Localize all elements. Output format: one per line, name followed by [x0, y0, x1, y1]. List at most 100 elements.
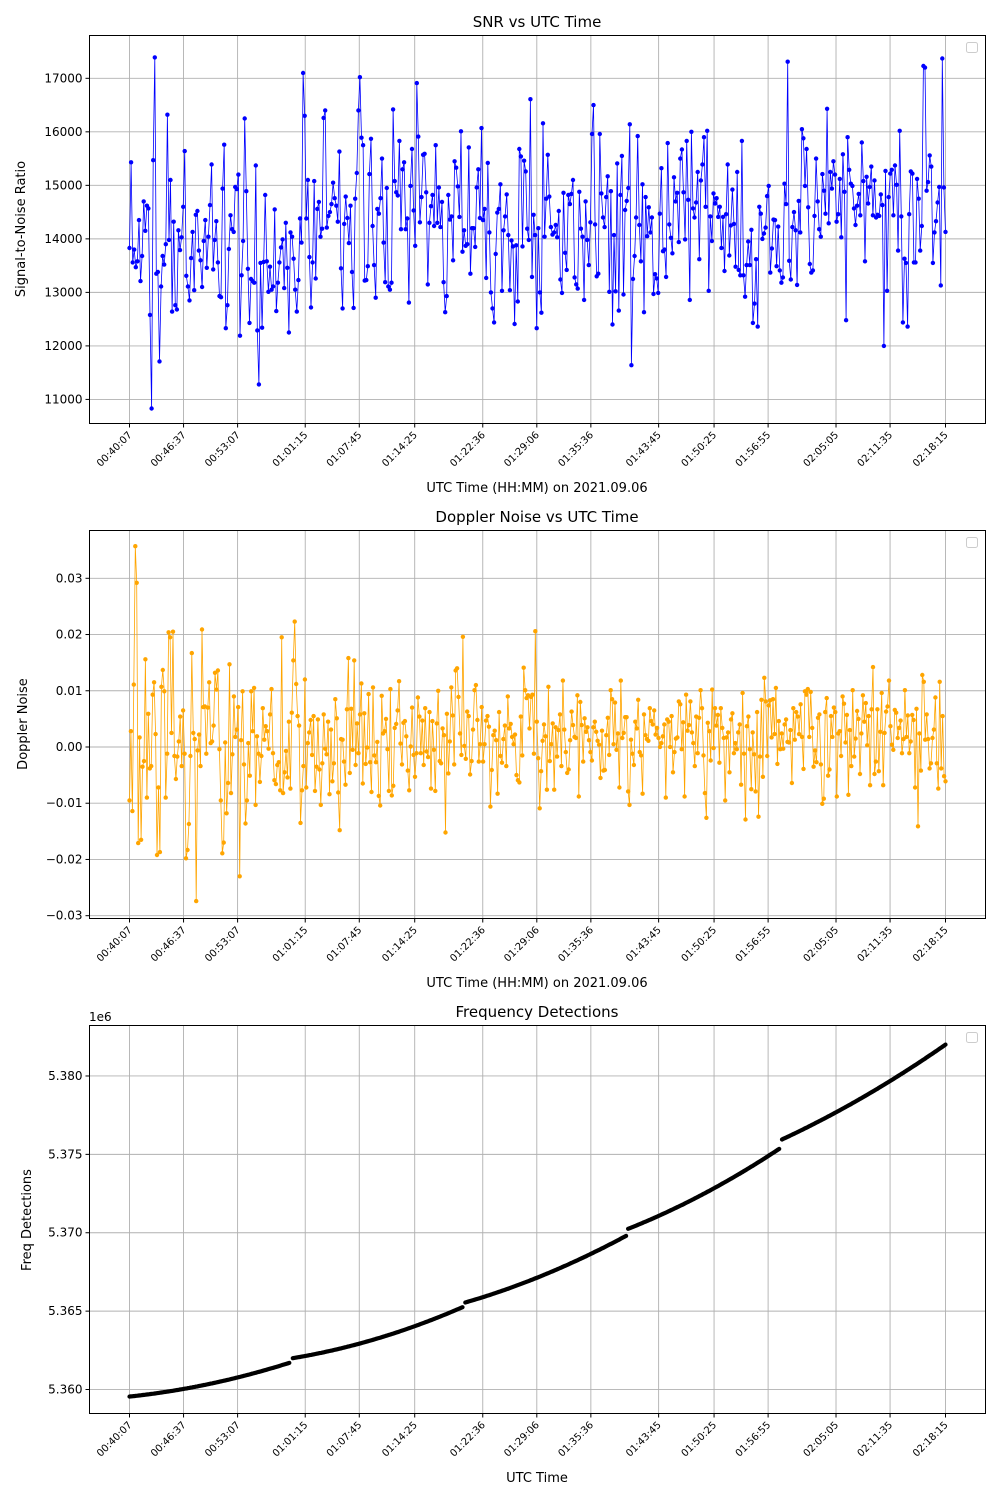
doppler-data-point [940, 713, 945, 719]
snr-x-tick-label: 01:14:25 [380, 430, 420, 470]
doppler-data-point [449, 685, 454, 690]
snr-data-point [209, 162, 214, 167]
snr-data-point [387, 287, 393, 292]
doppler-data-point [534, 719, 539, 724]
snr-y-tick-label: 11000 [44, 392, 82, 406]
doppler-data-point [170, 629, 176, 634]
doppler-data-point [196, 732, 202, 737]
doppler-data-point [604, 733, 609, 738]
snr-data-point [812, 213, 817, 219]
doppler-data-point [246, 740, 251, 746]
doppler-data-point [353, 762, 358, 768]
snr-data-point [591, 102, 596, 108]
snr-data-point [824, 106, 830, 112]
snr-data-point [318, 234, 323, 239]
doppler-data-point [346, 655, 351, 661]
frequency-y-tick-label: 5.365 [48, 1304, 82, 1318]
snr-data-point [280, 237, 285, 242]
doppler-y-tick-label: −0.01 [46, 796, 83, 810]
doppler-data-point [633, 719, 638, 724]
doppler-data-point [312, 788, 318, 794]
snr-data-point [894, 182, 899, 187]
doppler-data-point [531, 751, 537, 756]
snr-data-point [283, 220, 288, 225]
doppler-data-point [130, 808, 135, 814]
snr-data-point [190, 229, 195, 235]
doppler-data-point [438, 761, 444, 766]
snr-data-point [761, 231, 767, 236]
snr-data-point [575, 286, 580, 291]
doppler-data-point [428, 786, 434, 791]
doppler-data-point [775, 761, 780, 767]
snr-data-point [294, 309, 299, 314]
snr-data-point [461, 228, 467, 233]
snr-data-point [130, 260, 135, 265]
snr-data-point [198, 258, 203, 263]
snr-data-point [897, 128, 902, 133]
snr-data-point [611, 232, 617, 238]
doppler-data-point [240, 689, 245, 694]
doppler-data-point [563, 749, 568, 755]
snr-data-point [509, 238, 514, 243]
snr-data-point [832, 172, 838, 177]
doppler-data-point [159, 684, 164, 689]
doppler-data-point [766, 703, 771, 708]
doppler-data-point [905, 713, 910, 718]
doppler-data-point [176, 739, 181, 744]
doppler-data-point [160, 667, 165, 673]
snr-data-point [417, 220, 423, 225]
snr-data-point [785, 59, 790, 64]
frequency-x-tick-label: 00:53:07 [203, 1420, 243, 1460]
snr-data-point [515, 299, 520, 304]
snr-data-point [296, 277, 301, 283]
doppler-data-point [423, 706, 428, 711]
snr-data-point [155, 269, 161, 275]
frequency-offset-label: 1e6 [89, 1010, 112, 1024]
doppler-data-point [392, 725, 397, 731]
snr-data-point [147, 312, 153, 318]
doppler-data-point [731, 751, 737, 756]
doppler-data-point [573, 735, 579, 741]
doppler-data-point [269, 686, 274, 692]
snr-data-point [255, 328, 260, 333]
snr-data-point [686, 197, 691, 202]
doppler-data-point [324, 752, 329, 757]
snr-data-point [266, 289, 271, 294]
doppler-data-point [178, 714, 183, 719]
doppler-data-point [537, 806, 542, 811]
snr-data-point [517, 146, 522, 152]
snr-data-point [498, 182, 503, 187]
doppler-data-point [414, 751, 419, 756]
doppler-data-point [770, 697, 776, 702]
snr-x-tick-label: 00:53:07 [203, 430, 243, 470]
doppler-data-point [128, 729, 134, 734]
snr-data-point [933, 219, 939, 224]
doppler-data-point [494, 738, 499, 743]
doppler-data-point [383, 716, 389, 722]
snr-data-point [143, 228, 148, 233]
snr-data-point [315, 206, 320, 212]
doppler-data-point [430, 718, 435, 724]
snr-data-point [585, 237, 590, 243]
doppler-data-point [621, 730, 626, 736]
doppler-data-point [856, 716, 861, 722]
doppler-data-point [204, 751, 209, 756]
snr-data-point [196, 248, 202, 253]
snr-data-point [572, 275, 577, 280]
snr-data-point [411, 208, 416, 213]
doppler-data-point [759, 697, 764, 702]
doppler-data-point [556, 727, 561, 733]
snr-data-point [496, 206, 501, 212]
snr-data-point [166, 237, 172, 243]
doppler-data-point [847, 727, 852, 733]
snr-data-point [843, 318, 849, 323]
doppler-data-point [592, 719, 597, 724]
frequency-detection-segment [290, 1305, 465, 1361]
snr-data-point [708, 214, 713, 219]
doppler-data-point [296, 723, 302, 728]
snr-data-point [741, 273, 746, 278]
snr-chart-title: SNR vs UTC Time [473, 13, 602, 31]
doppler-data-point [289, 710, 294, 715]
doppler-data-point [924, 712, 929, 717]
doppler-data-point [602, 767, 608, 773]
